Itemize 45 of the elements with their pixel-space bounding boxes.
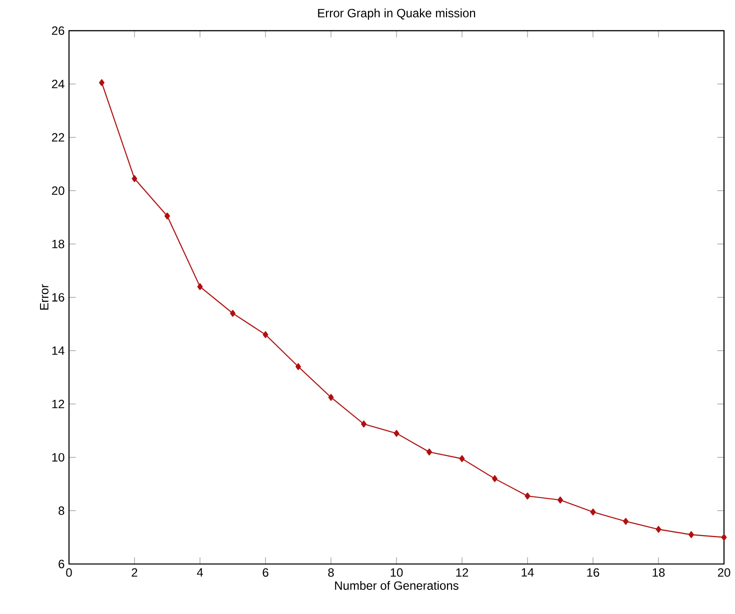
point <box>99 79 104 86</box>
x-tick-label: 14 <box>522 568 534 577</box>
y-tick-label: 20 <box>52 186 64 195</box>
x-tick-label: 16 <box>587 568 600 577</box>
point <box>524 492 530 500</box>
point <box>459 455 465 462</box>
x-tick-label: 6 <box>262 568 268 577</box>
point <box>197 283 203 290</box>
x-tick-label: 10 <box>390 568 403 577</box>
point <box>296 363 301 370</box>
y-tick-label: 22 <box>52 133 64 142</box>
y-tick-label: 10 <box>52 453 64 462</box>
x-tick-label: 20 <box>718 568 730 577</box>
point <box>230 310 236 317</box>
point <box>262 331 268 338</box>
point <box>361 420 366 428</box>
point <box>328 394 334 401</box>
x-tick-label: 8 <box>328 568 334 577</box>
point <box>656 526 662 533</box>
y-tick-label: 6 <box>58 560 64 568</box>
x-tick-label: 18 <box>652 568 665 577</box>
point <box>492 475 498 482</box>
chart-title: Error Graph in Quake mission <box>318 8 476 20</box>
point <box>426 448 432 456</box>
y-axis-title: Error <box>40 284 48 310</box>
point <box>164 212 170 220</box>
y-tick-label: 26 <box>52 26 64 35</box>
point <box>721 534 727 541</box>
x-tick-label: 12 <box>456 568 468 577</box>
point <box>558 496 563 504</box>
y-tick-label: 18 <box>52 240 64 248</box>
x-tick-label: 2 <box>132 568 138 577</box>
point <box>132 175 138 182</box>
x-axis-title: Number of Generations <box>335 581 458 590</box>
y-tick-label: 12 <box>52 400 64 408</box>
point <box>590 508 596 516</box>
x-tick-label: 0 <box>66 568 72 577</box>
y-tick-label: 24 <box>52 80 64 88</box>
y-tick-label: 8 <box>58 506 64 515</box>
x-tick-label: 4 <box>196 568 203 577</box>
y-tick-label: 14 <box>52 346 64 355</box>
y-tick-label: 16 <box>52 293 64 302</box>
point <box>688 531 694 538</box>
point <box>623 518 628 525</box>
point <box>394 430 400 437</box>
